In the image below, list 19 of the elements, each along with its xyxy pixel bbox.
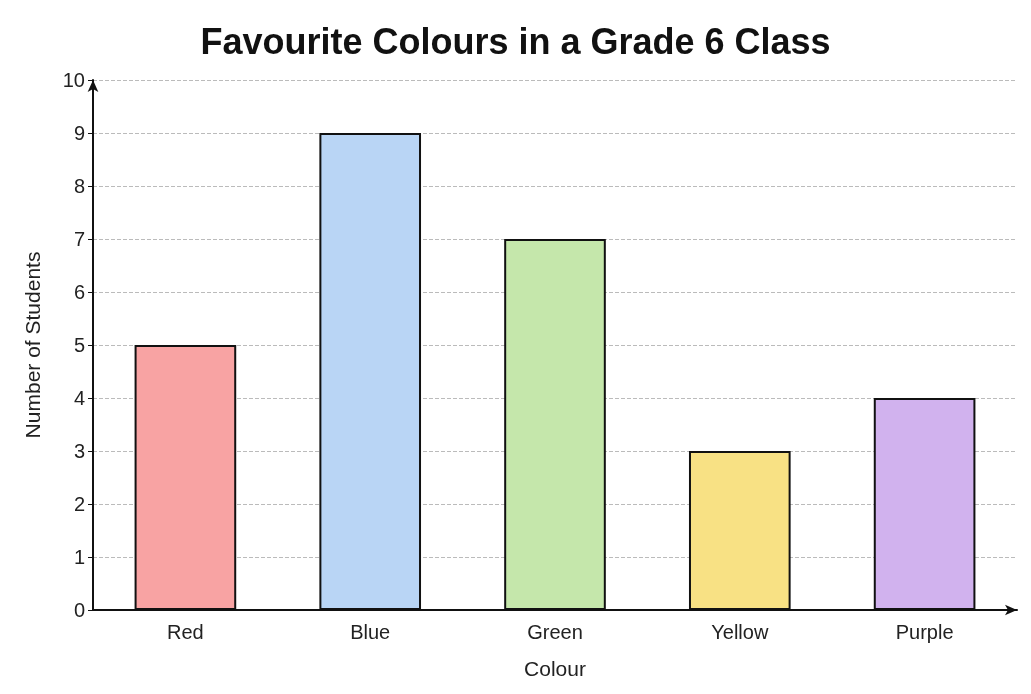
y-tick-label: 1 (73, 546, 85, 568)
y-tick-label: 10 (62, 69, 85, 91)
x-tick-label: Blue (350, 621, 391, 643)
y-tick-label: 0 (73, 599, 85, 621)
x-tick-label: Yellow (711, 621, 769, 643)
chart-title: Favourite Colours in a Grade 6 Class (200, 20, 831, 62)
y-tick-label: 2 (73, 493, 85, 515)
y-axis-title: Number of Students (21, 251, 44, 439)
y-tick-label: 6 (73, 281, 85, 303)
y-tick-label: 3 (73, 440, 85, 462)
y-tick-label: 7 (73, 228, 85, 250)
y-tick-label: 9 (73, 122, 85, 144)
y-tick-label: 4 (73, 387, 85, 409)
x-tick-label: Purple (895, 621, 954, 643)
x-tick-label: Red (167, 621, 204, 643)
y-tick-label: 8 (73, 175, 85, 197)
x-axis-title: Colour (524, 657, 586, 680)
x-tick-label: Green (527, 621, 583, 643)
y-tick-label: 5 (73, 334, 85, 356)
